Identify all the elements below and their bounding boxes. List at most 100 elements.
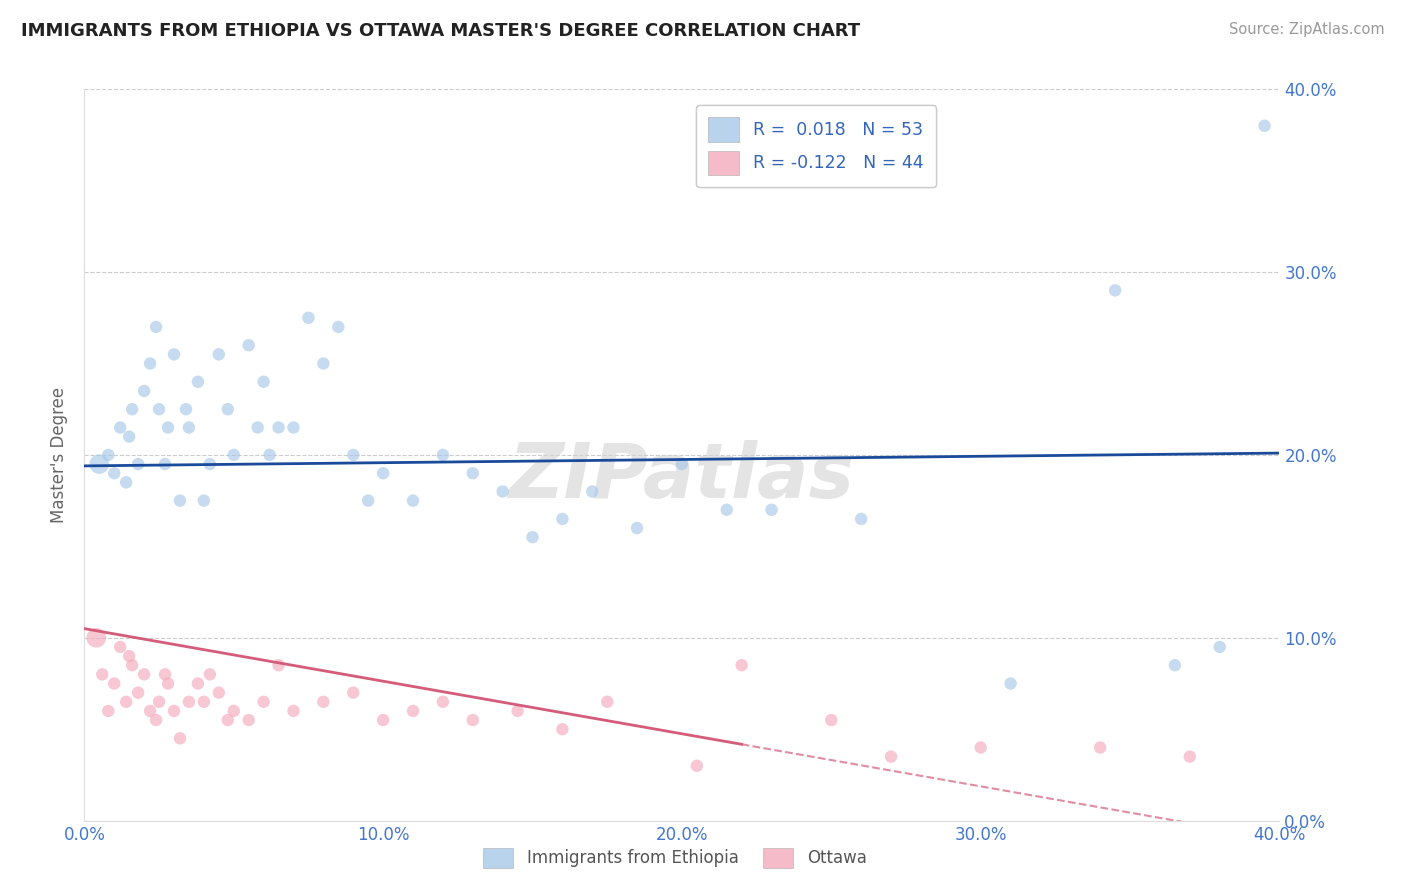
Point xyxy=(402,704,425,718)
Legend: R =  0.018   N = 53, R = -0.122   N = 44: R = 0.018 N = 53, R = -0.122 N = 44 xyxy=(696,105,936,187)
Text: Source: ZipAtlas.com: Source: ZipAtlas.com xyxy=(1229,22,1385,37)
Point xyxy=(970,740,993,755)
Text: ZIPatlas: ZIPatlas xyxy=(509,440,855,514)
Point xyxy=(187,676,209,690)
Point xyxy=(1000,676,1022,690)
Point xyxy=(581,484,603,499)
Point xyxy=(522,530,544,544)
Point xyxy=(110,640,132,654)
Point xyxy=(139,704,162,718)
Point xyxy=(238,713,260,727)
Point xyxy=(97,448,120,462)
Point xyxy=(103,466,125,480)
Point xyxy=(132,667,156,681)
Point xyxy=(1208,640,1232,654)
Point xyxy=(132,384,156,398)
Point xyxy=(1104,284,1126,298)
Legend: Immigrants from Ethiopia, Ottawa: Immigrants from Ethiopia, Ottawa xyxy=(477,841,873,875)
Point xyxy=(103,676,125,690)
Point xyxy=(880,749,903,764)
Point xyxy=(357,493,380,508)
Point xyxy=(253,375,276,389)
Point xyxy=(761,502,783,516)
Point xyxy=(551,723,574,737)
Point xyxy=(461,466,484,480)
Point xyxy=(671,457,693,471)
Point xyxy=(342,685,364,699)
Point xyxy=(121,658,143,673)
Point xyxy=(1090,740,1112,755)
Point xyxy=(139,356,162,371)
Point xyxy=(177,420,200,434)
Y-axis label: Master's Degree: Master's Degree xyxy=(51,387,69,523)
Point xyxy=(148,695,170,709)
Point xyxy=(253,695,276,709)
Point xyxy=(127,685,149,699)
Point xyxy=(193,695,215,709)
Point xyxy=(217,402,239,417)
Point xyxy=(1164,658,1187,673)
Point xyxy=(198,667,221,681)
Point xyxy=(461,713,484,727)
Point xyxy=(328,320,350,334)
Point xyxy=(174,402,197,417)
Point xyxy=(371,713,394,727)
Point xyxy=(267,658,290,673)
Point xyxy=(115,475,138,490)
Point xyxy=(145,713,167,727)
Point xyxy=(283,704,305,718)
Point xyxy=(208,685,231,699)
Point xyxy=(163,704,186,718)
Point xyxy=(342,448,364,462)
Point xyxy=(820,713,842,727)
Point xyxy=(312,695,335,709)
Point xyxy=(169,493,191,508)
Point xyxy=(118,649,141,664)
Point xyxy=(86,631,108,645)
Point xyxy=(551,512,574,526)
Point xyxy=(148,402,170,417)
Point xyxy=(118,430,141,444)
Point xyxy=(222,704,245,718)
Point xyxy=(238,338,260,352)
Point xyxy=(222,448,245,462)
Point xyxy=(297,310,319,325)
Point xyxy=(177,695,200,709)
Point xyxy=(283,420,305,434)
Point xyxy=(626,521,648,535)
Point xyxy=(145,320,167,334)
Point xyxy=(110,420,132,434)
Point xyxy=(89,457,111,471)
Point xyxy=(193,493,215,508)
Point xyxy=(492,484,515,499)
Point xyxy=(267,420,290,434)
Point xyxy=(97,704,120,718)
Point xyxy=(208,347,231,361)
Point xyxy=(259,448,281,462)
Point xyxy=(312,356,335,371)
Point xyxy=(121,402,143,417)
Point xyxy=(506,704,529,718)
Point xyxy=(198,457,221,471)
Point xyxy=(686,758,709,772)
Point xyxy=(432,695,454,709)
Point xyxy=(163,347,186,361)
Point xyxy=(716,502,738,516)
Point xyxy=(217,713,239,727)
Point xyxy=(153,457,176,471)
Point xyxy=(246,420,269,434)
Point xyxy=(432,448,454,462)
Point xyxy=(115,695,138,709)
Point xyxy=(371,466,394,480)
Point xyxy=(402,493,425,508)
Point xyxy=(596,695,619,709)
Point xyxy=(169,731,191,746)
Point xyxy=(1178,749,1201,764)
Point xyxy=(157,676,180,690)
Text: IMMIGRANTS FROM ETHIOPIA VS OTTAWA MASTER'S DEGREE CORRELATION CHART: IMMIGRANTS FROM ETHIOPIA VS OTTAWA MASTE… xyxy=(21,22,860,40)
Point xyxy=(731,658,754,673)
Point xyxy=(1253,119,1275,133)
Point xyxy=(91,667,114,681)
Point xyxy=(187,375,209,389)
Point xyxy=(157,420,180,434)
